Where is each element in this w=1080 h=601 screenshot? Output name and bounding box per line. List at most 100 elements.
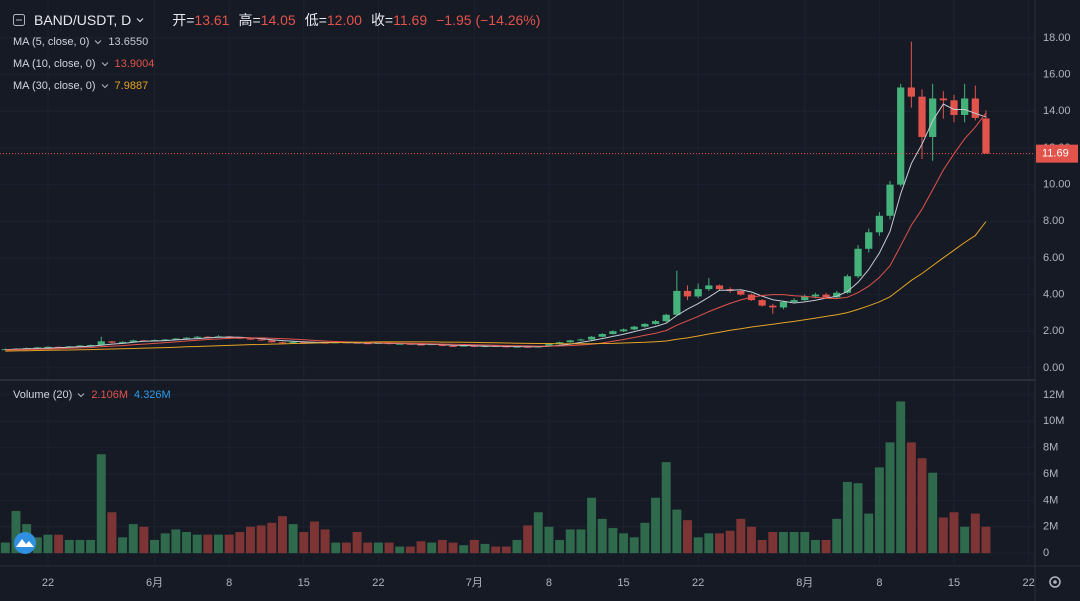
legend-row: MA (10, close, 0) 13.9004 [13, 58, 154, 70]
ohlc-name: 收= [370, 12, 394, 28]
chevron[interactable] [136, 16, 144, 24]
y-tick-label: 0 [1043, 547, 1049, 559]
volume-bar [64, 539, 74, 554]
x-tick-label: 22 [692, 577, 704, 589]
chevron[interactable] [101, 82, 109, 90]
volume-bar [277, 516, 287, 554]
legend-name[interactable]: MA (10, close, 0) [13, 58, 96, 70]
candle-body [929, 98, 937, 137]
gear-hub[interactable] [1053, 580, 1057, 584]
candle-body [833, 292, 841, 298]
settings-icon[interactable] [1049, 576, 1061, 588]
volume-bar [800, 532, 810, 554]
candle-body [737, 290, 745, 295]
volume-bar [693, 537, 703, 554]
candle-body [449, 345, 457, 347]
legend-row: Volume (20) 2.106M 4.326M [13, 389, 177, 401]
candle-body [108, 341, 116, 343]
volume-bar [128, 524, 138, 554]
last-price-label: 11.69 [1042, 148, 1069, 160]
volume-bar [96, 454, 106, 554]
x-tick-label: 15 [617, 577, 629, 589]
y-tick-label: 12M [1043, 389, 1064, 401]
volume-bar [192, 534, 202, 554]
volume-bar [629, 537, 639, 554]
x-tick-label: 8月 [796, 577, 813, 589]
candle-body [545, 344, 553, 347]
y-tick-label: 4M [1043, 494, 1058, 506]
symbol[interactable]: BAND/USDT, D [34, 12, 132, 28]
ohlc-name: 开= [172, 12, 195, 28]
volume-bar [949, 512, 959, 554]
volume-bar [118, 537, 128, 554]
candle-body [289, 341, 297, 343]
volume-bar [896, 401, 906, 554]
volume-bar [960, 526, 970, 554]
candle-body [97, 341, 105, 346]
y-tick-label: 10M [1043, 415, 1064, 427]
chevron[interactable] [94, 38, 102, 46]
candle-body [257, 339, 265, 341]
volume-bar [885, 442, 895, 554]
chevron-line[interactable] [101, 62, 108, 67]
candle-body [460, 345, 468, 347]
volume-bar [555, 539, 565, 554]
marks [0, 41, 1035, 554]
candle-body [875, 215, 884, 233]
candle-body [673, 290, 681, 315]
legend-name[interactable]: MA (30, close, 0) [13, 80, 96, 92]
volume-bar [395, 546, 405, 554]
volume-bar [533, 512, 543, 554]
y-tick-label: 2.00 [1043, 325, 1064, 337]
candle-body [769, 305, 777, 308]
x-tick-label: 8 [546, 577, 552, 589]
candle-body [683, 290, 692, 297]
volume-bar [331, 542, 341, 554]
ohlc-name: 低= [304, 12, 327, 28]
y-tick-label: 2M [1043, 521, 1058, 533]
volume-bar [906, 442, 916, 554]
candle-body [268, 340, 276, 343]
ma-line [5, 221, 987, 352]
legend-name[interactable]: MA (5, close, 0) [13, 36, 90, 48]
volume-bar [299, 532, 309, 554]
volume-bar [587, 497, 597, 554]
volume-bar [704, 533, 714, 554]
candle-body [758, 300, 766, 306]
volume-bar [672, 509, 682, 554]
candle-body [129, 340, 137, 342]
chevron-line[interactable] [95, 40, 102, 45]
candle-body [278, 342, 287, 344]
candle-body [396, 343, 404, 345]
candle-body [662, 314, 670, 322]
x-tick-label: 15 [948, 577, 960, 589]
x-tick-label: 8 [226, 577, 232, 589]
collapse-icon[interactable] [13, 14, 25, 26]
volume-bar [459, 545, 469, 554]
chevron-line[interactable] [77, 393, 85, 398]
collapse-box[interactable] [13, 14, 25, 26]
candle-body [822, 294, 830, 298]
ma-line [5, 112, 987, 351]
volume-bar [309, 521, 319, 554]
y-tick-label: 8M [1043, 442, 1058, 454]
chevron[interactable] [101, 60, 109, 68]
chevron-line[interactable] [101, 84, 108, 89]
candle-body [811, 294, 820, 297]
candle-body [118, 341, 127, 343]
legend-value: 7.9887 [114, 80, 149, 92]
volume-bar [864, 513, 874, 554]
x-tick-label: 6月 [146, 577, 163, 589]
candle-body [44, 346, 52, 348]
gear-ring[interactable] [1049, 576, 1061, 588]
legend-name[interactable]: Volume (20) [13, 389, 73, 401]
candle-body [715, 285, 724, 290]
y-tick-label: 18.00 [1043, 32, 1071, 44]
chevron-line[interactable] [136, 18, 144, 23]
chevron[interactable] [77, 391, 85, 399]
volume-bar [853, 483, 863, 554]
candle-body [790, 300, 798, 302]
x-tick-label: 22 [42, 577, 54, 589]
candle-body [694, 289, 702, 297]
